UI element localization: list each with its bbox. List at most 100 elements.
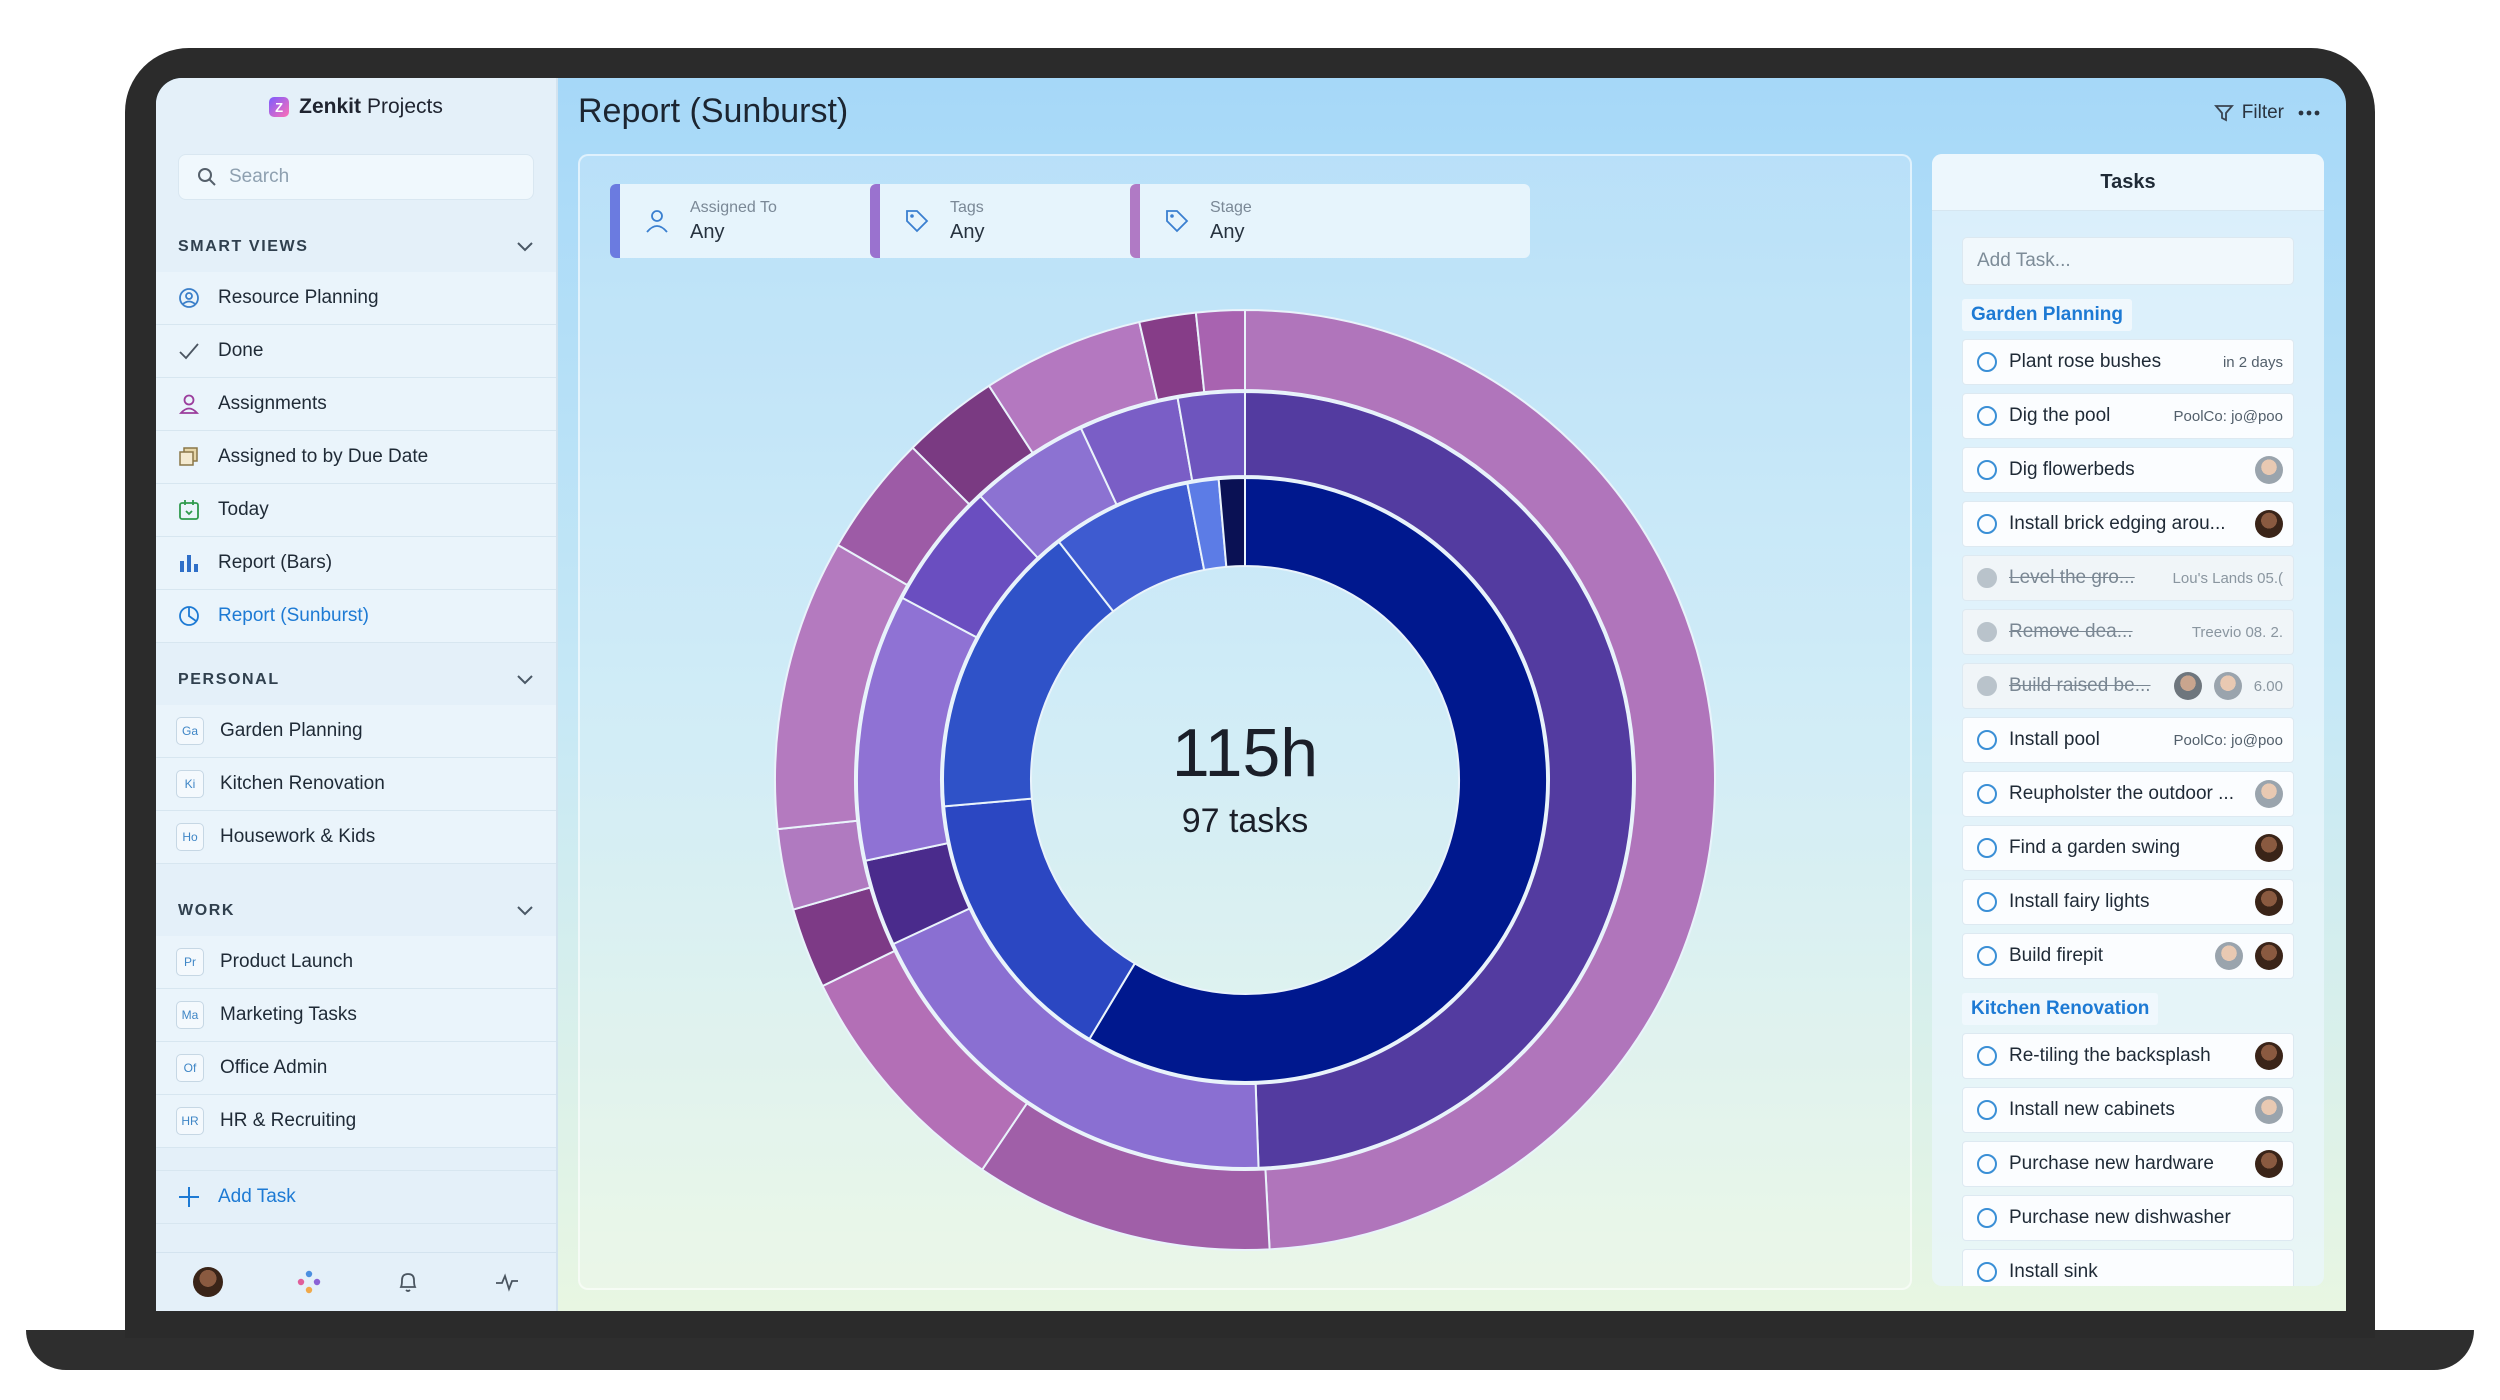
sidebar-item-resource-planning-label: Resource Planning (218, 287, 379, 308)
task-checkbox[interactable] (1977, 1208, 1997, 1228)
sunburst-inner-segment[interactable] (1088, 476, 1548, 1083)
task-group-label[interactable]: Garden Planning (1962, 299, 2133, 331)
task-checkbox[interactable] (1977, 784, 1997, 804)
sidebar-item-label: Office Admin (220, 1057, 328, 1078)
sidebar-item-marketing-tasks[interactable]: Ma Marketing Tasks (156, 989, 556, 1042)
task-checkbox[interactable] (1977, 1046, 1997, 1066)
chevron-down-icon (517, 906, 533, 916)
task-row[interactable]: Dig the pool PoolCo: jo@poo (1962, 393, 2294, 439)
task-row[interactable]: Reupholster the outdoor ... (1962, 771, 2294, 817)
add-task-input[interactable]: Add Task... (1962, 237, 2294, 285)
task-checkbox[interactable] (1977, 946, 1997, 966)
task-row[interactable]: Install sink (1962, 1249, 2294, 1286)
task-row[interactable]: Dig flowerbeds (1962, 447, 2294, 493)
task-row[interactable]: Level the gro... Lou's Lands 05.( (1962, 555, 2294, 601)
sunburst-middle-segment[interactable] (1244, 390, 1634, 1169)
tasks-panel-title: Tasks (1932, 154, 2324, 211)
task-checkbox[interactable] (1977, 622, 1997, 642)
task-row[interactable]: Plant rose bushes in 2 days (1962, 339, 2294, 385)
task-row[interactable]: Purchase new hardware (1962, 1141, 2294, 1187)
task-checkbox[interactable] (1977, 1262, 1997, 1282)
bell-icon[interactable] (395, 1269, 421, 1295)
project-badge: Ga (176, 717, 204, 745)
task-row[interactable]: Install fairy lights (1962, 879, 2294, 925)
activity-icon[interactable] (494, 1269, 520, 1295)
task-row[interactable]: Re-tiling the backsplash (1962, 1033, 2294, 1079)
search-icon (198, 168, 216, 186)
sidebar-item-resource-planning[interactable]: Resource Planning (156, 272, 556, 325)
task-row[interactable]: Build raised be... 6.00 (1962, 663, 2294, 709)
filter-button[interactable]: Filter (2213, 102, 2284, 124)
sidebar-item-done-label: Done (218, 340, 264, 361)
filter-text: Stage Any (1210, 199, 1252, 244)
sidebar-item-kitchen-renovation[interactable]: Ki Kitchen Renovation (156, 758, 556, 811)
sparkle-apps-icon[interactable] (296, 1269, 322, 1295)
sidebar-add-task-button[interactable]: Add Task (156, 1170, 556, 1224)
sidebar-item-office-admin[interactable]: Of Office Admin (156, 1042, 556, 1095)
task-row[interactable]: Build firepit (1962, 933, 2294, 979)
sidebar-item-assignments-label: Assignments (218, 393, 327, 414)
task-checkbox[interactable] (1977, 352, 1997, 372)
tasks-panel: Tasks Add Task... Garden Planning Plant r… (1932, 154, 2324, 1286)
stack-icon (176, 444, 202, 470)
sidebar-item-assigned-to-by-due-date[interactable]: Assigned to by Due Date (156, 431, 556, 484)
task-checkbox[interactable] (1977, 676, 1997, 696)
plus-icon (179, 1187, 199, 1207)
sunburst-middle-segment[interactable] (1176, 390, 1246, 482)
search-input[interactable]: Search (178, 154, 534, 200)
task-row[interactable]: Install pool PoolCo: jo@poo (1962, 717, 2294, 763)
filter-stage[interactable]: Stage Any (1130, 184, 1530, 258)
task-row[interactable]: Remove dea... Treevio 08. 2. (1962, 609, 2294, 655)
assignee-avatar (2215, 942, 2243, 970)
section-personal-label: PERSONAL (178, 671, 280, 688)
task-checkbox[interactable] (1977, 514, 1997, 534)
task-checkbox[interactable] (1977, 1100, 1997, 1120)
task-checkbox[interactable] (1977, 568, 1997, 588)
sidebar-item-product-launch[interactable]: Pr Product Launch (156, 936, 556, 989)
sidebar-item-report-bars[interactable]: Report (Bars) (156, 537, 556, 590)
sidebar-item-today[interactable]: Today (156, 484, 556, 537)
assignee-avatar (2255, 780, 2283, 808)
sunburst-outer-segment[interactable] (1194, 308, 1246, 394)
task-row[interactable]: Install brick edging arou... (1962, 501, 2294, 547)
sidebar-item-report-sunburst[interactable]: Report (Sunburst) (156, 590, 556, 643)
assignee-avatar (2255, 1096, 2283, 1124)
section-work[interactable]: WORK (156, 886, 556, 936)
task-row[interactable]: Find a garden swing (1962, 825, 2294, 871)
task-title: Install brick edging arou... (2009, 513, 2226, 534)
sidebar-item-report-sunburst-label: Report (Sunburst) (218, 605, 370, 626)
chevron-down-icon (517, 675, 533, 685)
section-smart-views[interactable]: SMART VIEWS (156, 222, 556, 272)
task-checkbox[interactable] (1977, 838, 1997, 858)
sidebar-item-label: Garden Planning (220, 720, 363, 741)
app-name-bold: Zenkit (299, 95, 361, 118)
more-options-icon[interactable] (2298, 109, 2320, 117)
sidebar-item-assigned-to-by-due-date-label: Assigned to by Due Date (218, 446, 429, 467)
sidebar-item-assignments[interactable]: Assignments (156, 378, 556, 431)
task-row[interactable]: Purchase new dishwasher (1962, 1195, 2294, 1241)
assignee-avatar (2213, 672, 2242, 700)
page-title: Report (Sunburst) (578, 92, 849, 130)
sidebar-item-hr-recruiting[interactable]: HR HR & Recruiting (156, 1095, 556, 1148)
user-avatar[interactable] (192, 1267, 223, 1297)
sunburst-outer-segment[interactable] (1244, 308, 1717, 1251)
center-total-hours: 115h (1172, 715, 1318, 791)
task-title: Install sink (2009, 1261, 2098, 1282)
task-checkbox[interactable] (1977, 406, 1997, 426)
sidebar-item-done[interactable]: Done (156, 325, 556, 378)
task-checkbox[interactable] (1977, 892, 1997, 912)
sidebar-item-housework-kids[interactable]: Ho Housework & Kids (156, 811, 556, 864)
task-row[interactable]: Install new cabinets (1962, 1087, 2294, 1133)
section-smart-views-label: SMART VIEWS (178, 238, 309, 255)
tag-icon (1164, 208, 1190, 234)
assignee-avatar (2255, 1150, 2283, 1178)
task-group-label[interactable]: Kitchen Renovation (1962, 993, 2159, 1025)
task-checkbox[interactable] (1977, 460, 1997, 480)
section-personal[interactable]: PERSONAL (156, 655, 556, 705)
task-checkbox[interactable] (1977, 1154, 1997, 1174)
sunburst-inner-segment[interactable] (1217, 476, 1246, 568)
app-brand: Z Zenkit Projects (156, 78, 556, 136)
sidebar-item-garden-planning[interactable]: Ga Garden Planning (156, 705, 556, 758)
sidebar-item-label: Kitchen Renovation (220, 773, 385, 794)
task-checkbox[interactable] (1977, 730, 1997, 750)
